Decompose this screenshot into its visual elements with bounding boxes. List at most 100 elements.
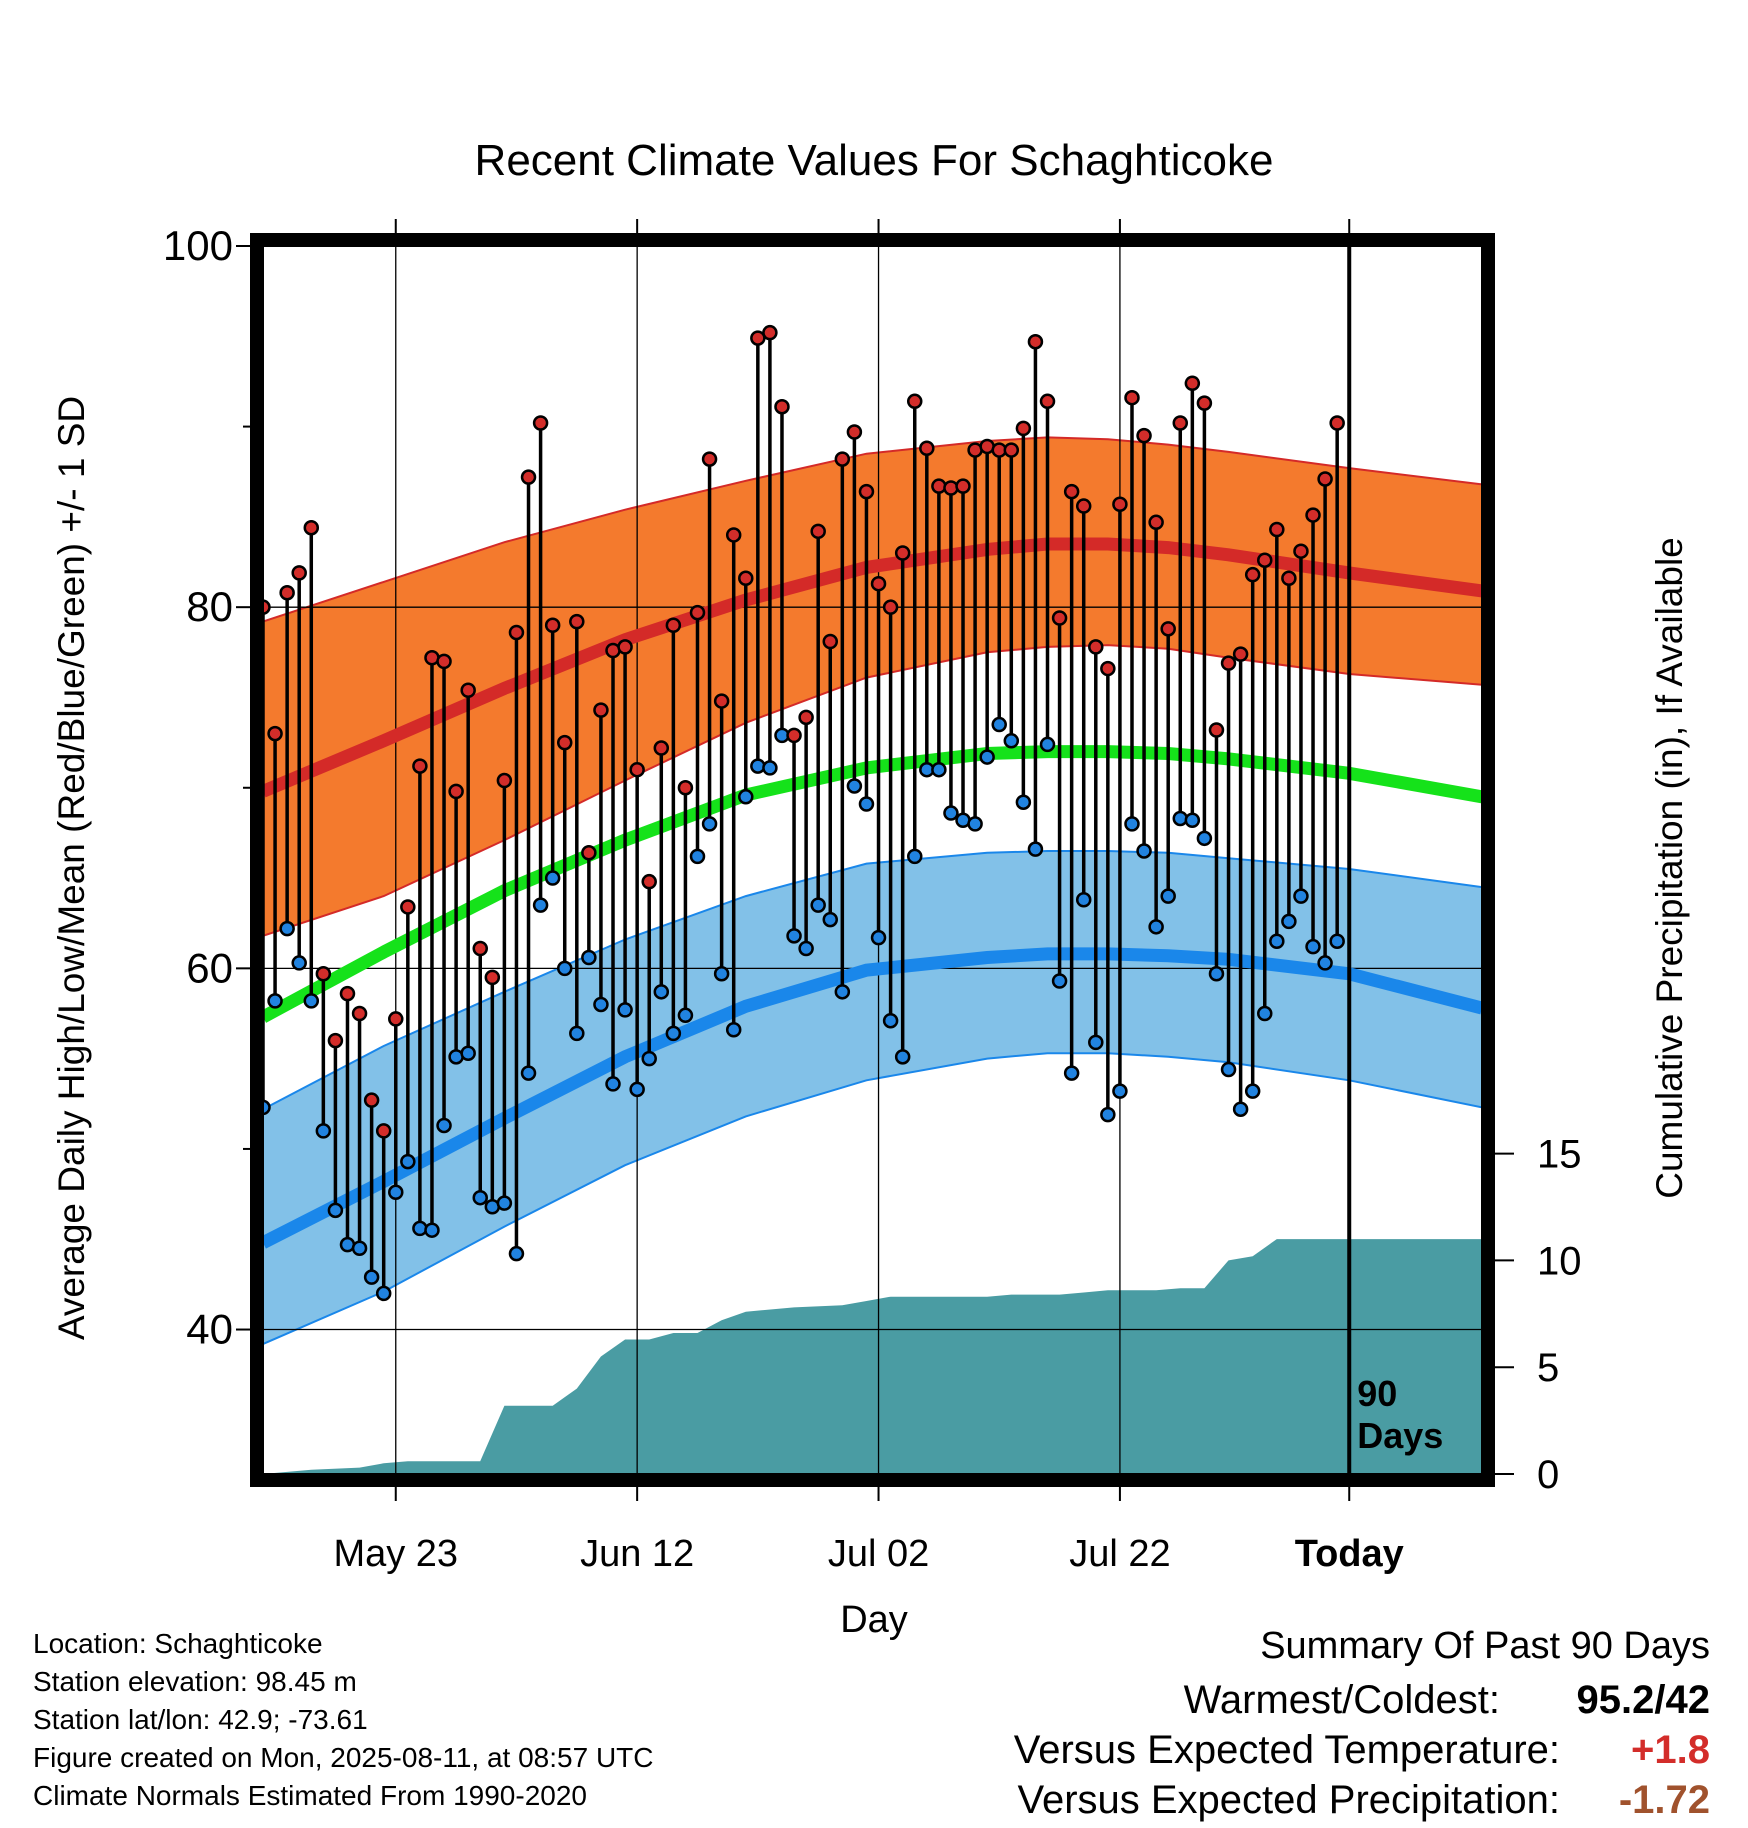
x-axis-label: Day <box>840 1599 908 1641</box>
x-tick-label: Jul 22 <box>1069 1533 1170 1575</box>
daily-low-point <box>617 1002 633 1018</box>
y2-tick-label: 0 <box>1537 1453 1559 1497</box>
daily-low-point <box>738 789 754 805</box>
daily-high-point <box>955 478 971 494</box>
daily-low-point <box>1124 816 1140 832</box>
daily-low-point <box>967 816 983 832</box>
daily-low-point <box>834 984 851 1000</box>
daily-low-point <box>786 928 802 944</box>
daily-high-point <box>882 599 899 615</box>
daily-low-point <box>593 996 609 1013</box>
daily-low-point <box>822 911 839 928</box>
today-days-label-line: Days <box>1357 1415 1443 1456</box>
daily-low-point <box>581 949 597 966</box>
daily-high-point <box>1003 442 1020 458</box>
daily-high-point <box>713 693 730 709</box>
daily-low-point <box>979 749 995 765</box>
daily-low-point <box>653 984 670 1000</box>
y-tick-label: 40 <box>186 1306 233 1353</box>
daily-low-point <box>1305 938 1321 955</box>
y2-tick-label: 15 <box>1537 1133 1582 1177</box>
daily-high-point <box>351 1005 368 1022</box>
daily-low-point <box>1088 1034 1104 1051</box>
daily-high-point <box>1305 507 1321 523</box>
daily-high-point <box>1075 498 1092 514</box>
daily-low-point <box>1196 830 1213 847</box>
daily-high-point <box>1329 415 1345 431</box>
warmest-coldest-row: Warmest/Coldest: 95.2/42 <box>1184 1678 1710 1723</box>
daily-low-point <box>689 848 706 865</box>
daily-low-point <box>315 1123 332 1139</box>
daily-high-point <box>1269 521 1285 538</box>
daily-low-point <box>496 1195 513 1211</box>
chart-title: Recent Climate Values For Schaghticoke <box>475 136 1274 185</box>
daily-low-point <box>858 796 875 812</box>
daily-high-point <box>641 873 657 890</box>
daily-low-point <box>532 897 549 913</box>
daily-high-point <box>894 545 911 561</box>
daily-low-point <box>1184 812 1201 829</box>
summary-title: Summary Of Past 90 Days <box>1260 1625 1710 1667</box>
daily-low-point <box>424 1222 440 1238</box>
precip-area <box>263 1239 1482 1474</box>
daily-low-point <box>400 1153 416 1170</box>
daily-low-point <box>870 929 887 946</box>
daily-high-point <box>774 398 790 415</box>
daily-high-point <box>1015 420 1032 437</box>
created-text: Figure created on Mon, 2025-08-11, at 08… <box>33 1742 654 1773</box>
daily-high-point <box>786 727 802 744</box>
daily-low-point <box>701 816 718 832</box>
daily-high-point <box>388 1011 404 1027</box>
daily-high-point <box>1148 514 1164 531</box>
daily-low-point <box>1257 1005 1273 1022</box>
daily-high-point <box>279 584 295 601</box>
daily-high-point <box>1208 722 1225 738</box>
daily-high-point <box>1124 389 1140 406</box>
daily-low-point <box>894 1049 911 1065</box>
daily-low-point <box>725 1022 742 1038</box>
daily-low-point <box>629 1081 645 1098</box>
daily-low-point <box>436 1117 452 1134</box>
daily-low-point <box>641 1050 657 1067</box>
daily-high-point <box>484 969 501 986</box>
daily-low-point <box>327 1202 344 1219</box>
daily-low-point <box>1051 973 1068 989</box>
daily-low-point <box>1075 891 1092 908</box>
daily-low-point <box>1269 933 1285 950</box>
y2-axis-label: Cumulative Precipitation (in), If Availa… <box>1649 537 1690 1199</box>
daily-low-point <box>1232 1101 1249 1117</box>
temp-anomaly-value: +1.8 <box>1631 1728 1710 1772</box>
daily-low-point <box>1027 841 1044 857</box>
daily-high-point <box>1184 375 1201 391</box>
daily-high-point <box>798 709 814 726</box>
daily-low-point <box>906 848 923 865</box>
daily-low-point <box>1039 736 1056 753</box>
daily-high-point <box>532 415 549 431</box>
daily-high-point <box>1196 395 1213 411</box>
daily-high-point <box>1051 610 1068 626</box>
daily-high-point <box>1100 660 1116 677</box>
daily-high-point <box>1220 655 1237 671</box>
y-tick-label: 80 <box>186 583 233 630</box>
daily-low-point <box>1100 1106 1116 1123</box>
daily-high-point <box>375 1123 392 1139</box>
daily-low-point <box>1244 1083 1261 1099</box>
daily-low-point <box>1112 1083 1128 1099</box>
daily-high-point <box>400 899 416 915</box>
daily-high-point <box>303 519 320 536</box>
daily-high-point <box>738 570 754 587</box>
daily-high-point <box>750 330 766 346</box>
daily-low-point <box>375 1285 392 1302</box>
daily-low-point <box>520 1065 537 1081</box>
precip-anomaly-value: -1.72 <box>1618 1778 1710 1822</box>
daily-high-point <box>569 613 585 630</box>
precip-anomaly-row: Versus Expected Precipitation: -1.72 <box>1017 1778 1710 1823</box>
x-tick-label: Today <box>1295 1533 1404 1575</box>
daily-low-point <box>810 897 826 913</box>
latlon-text: Station lat/lon: 42.9; -73.61 <box>33 1704 368 1735</box>
daily-high-point <box>1039 393 1056 410</box>
daily-low-point <box>569 1025 585 1042</box>
warmest-coldest-value: 95.2/42 <box>1576 1678 1710 1722</box>
daily-low-point <box>556 960 573 977</box>
daily-high-point <box>689 604 706 621</box>
